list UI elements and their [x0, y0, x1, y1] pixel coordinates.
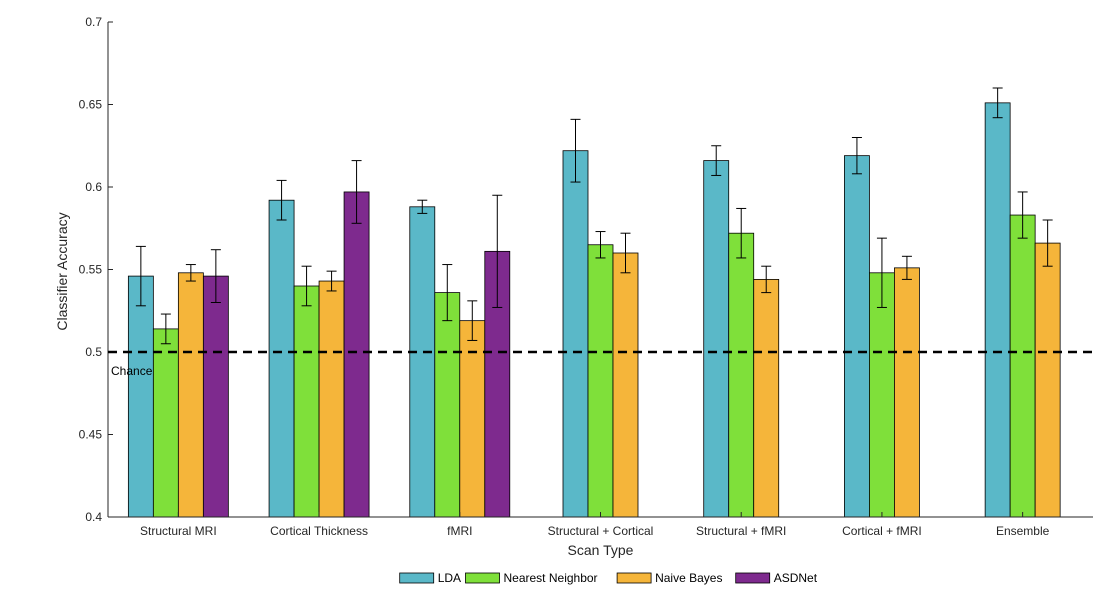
y-ticks: 0.4 0.45 0.5 0.55 0.6 0.65 0.7 [79, 15, 113, 524]
bar [152, 328, 179, 518]
y-tick-label: 0.45 [79, 428, 103, 442]
bar [728, 232, 755, 518]
bar [202, 275, 229, 518]
x-axis-title: Scan Type [568, 542, 634, 558]
bar [703, 160, 730, 518]
bar [587, 244, 614, 518]
bar [894, 267, 920, 518]
bar [409, 206, 436, 518]
bar [1009, 214, 1036, 518]
x-tick-label: Ensemble [996, 524, 1050, 538]
y-tick-label: 0.55 [79, 263, 103, 277]
bar [612, 252, 639, 518]
x-ticks: Structural MRI Cortical Thickness fMRI Stru… [140, 512, 1050, 538]
error-bars-layer [135, 87, 1053, 345]
y-axis-title: Classifier Accuracy [54, 212, 70, 330]
bar [343, 191, 370, 518]
bar [562, 150, 589, 518]
bar [268, 199, 295, 518]
bar [869, 272, 895, 518]
bar [127, 275, 154, 518]
chance-line-group: Chance [108, 350, 1093, 378]
bar [1034, 242, 1061, 518]
bars-layer [127, 102, 1061, 518]
legend-label: LDA [438, 571, 461, 585]
legend-swatch [735, 572, 771, 584]
bar [753, 278, 780, 518]
bar [459, 320, 486, 518]
bar [293, 285, 320, 518]
x-tick-label: Cortical + fMRI [842, 524, 922, 538]
legend-label: ASDNet [774, 571, 818, 585]
bar [318, 280, 345, 518]
x-tick-label: fMRI [447, 524, 472, 538]
x-tick-label: Structural MRI [140, 524, 217, 538]
bar [434, 292, 461, 518]
legend-swatch [399, 572, 435, 584]
legend-label: Naive Bayes [655, 571, 722, 585]
bar [984, 102, 1011, 518]
y-tick-label: 0.4 [85, 510, 102, 524]
y-tick-label: 0.65 [79, 98, 103, 112]
legend-label: Nearest Neighbor [504, 571, 598, 585]
legend: LDA Nearest Neighbor Naive Bayes ASDNet [399, 571, 818, 585]
bar [177, 272, 204, 518]
chance-label: Chance [111, 364, 153, 378]
legend-swatch [465, 572, 500, 584]
y-tick-label: 0.5 [85, 345, 102, 359]
legend-swatch [616, 572, 652, 584]
y-tick-label: 0.7 [85, 15, 102, 29]
x-tick-label: Cortical Thickness [270, 524, 368, 538]
x-tick-label: Structural + fMRI [696, 524, 786, 538]
bar [844, 155, 870, 518]
y-tick-label: 0.6 [85, 180, 102, 194]
x-tick-label: Structural + Cortical [548, 524, 654, 538]
